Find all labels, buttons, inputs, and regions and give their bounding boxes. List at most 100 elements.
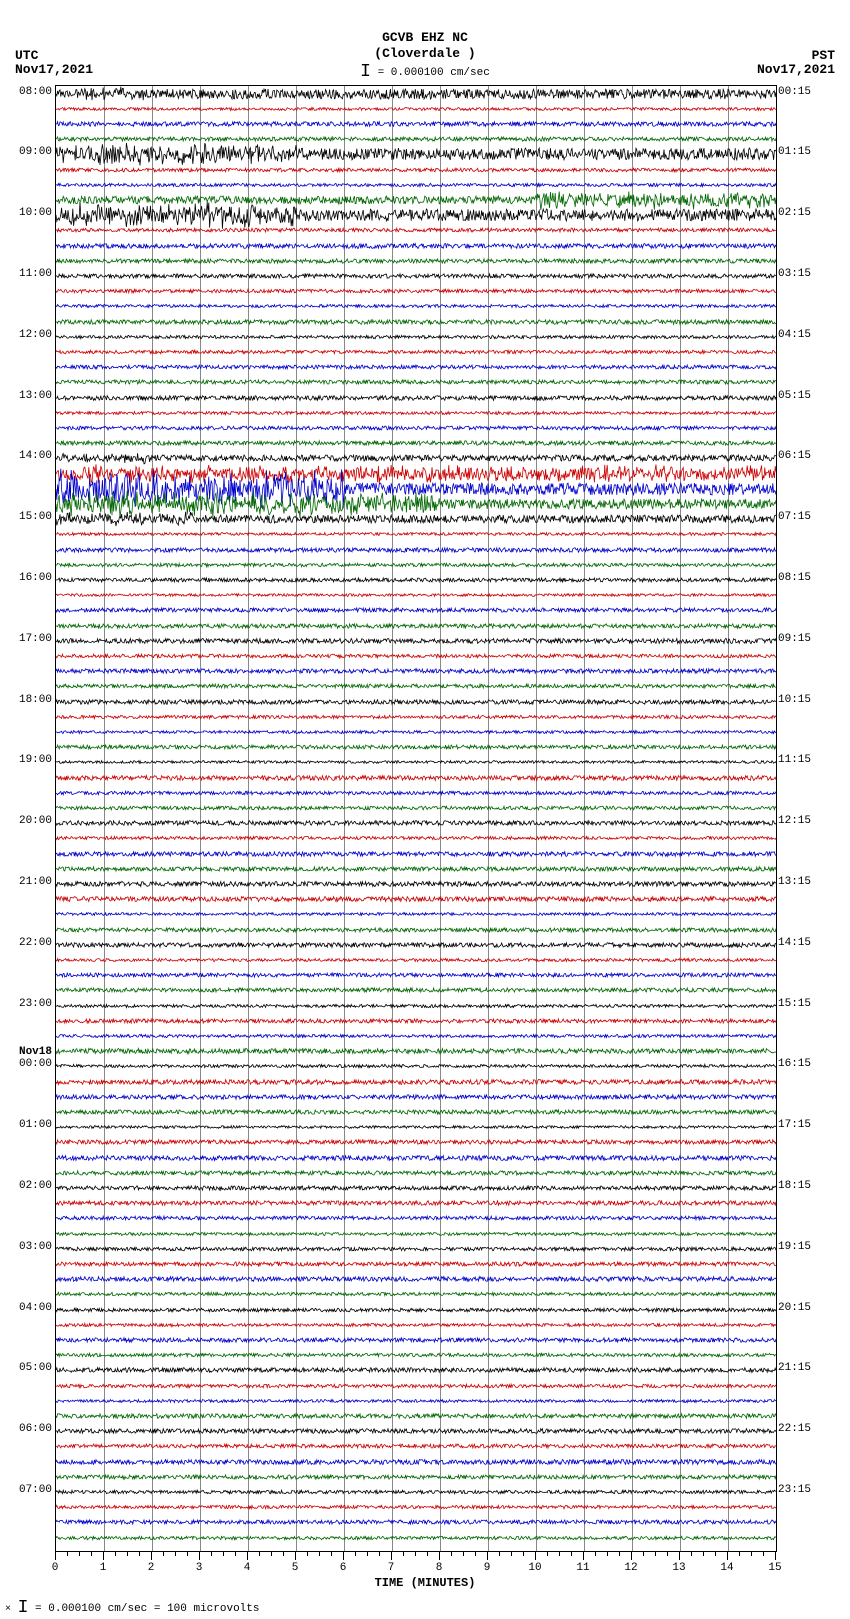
- seismic-trace: [56, 869, 776, 929]
- xtick-minor: [559, 1552, 560, 1556]
- right-time-label: 02:15: [778, 207, 811, 219]
- xtick-minor: [319, 1552, 320, 1556]
- xtick-major: [631, 1552, 632, 1560]
- xtick-minor: [91, 1552, 92, 1556]
- xtick-major: [151, 1552, 152, 1560]
- gridline-vertical: [488, 86, 489, 1551]
- xtick-label: 6: [340, 1562, 347, 1574]
- seismic-trace: [56, 672, 776, 732]
- xtick-label: 14: [720, 1562, 733, 1574]
- seismic-trace: [56, 1082, 776, 1142]
- xtick-minor: [271, 1552, 272, 1556]
- left-time-label: 17:00: [19, 633, 52, 645]
- xtick-major: [55, 1552, 56, 1560]
- footer-text: = 0.000100 cm/sec = 100 microvolts: [35, 1603, 259, 1615]
- right-time-label: 13:15: [778, 876, 811, 888]
- xtick-minor: [511, 1552, 512, 1556]
- seismic-trace: [56, 1249, 776, 1309]
- xtick-label: 12: [624, 1562, 637, 1574]
- xtick-minor: [643, 1552, 644, 1556]
- xtick-minor: [451, 1552, 452, 1556]
- xtick-minor: [463, 1552, 464, 1556]
- xtick-minor: [355, 1552, 356, 1556]
- seismic-trace: [56, 1462, 776, 1522]
- xtick-label: 8: [436, 1562, 443, 1574]
- seismic-trace: [56, 960, 776, 1020]
- seismic-trace: [56, 1188, 776, 1248]
- seismic-trace: [56, 808, 776, 868]
- seismic-trace: [56, 1432, 776, 1492]
- xaxis-label: TIME (MINUTES): [0, 1576, 850, 1590]
- xtick-minor: [79, 1552, 80, 1556]
- seismic-trace: [56, 140, 776, 200]
- seismic-trace: [56, 1416, 776, 1476]
- right-time-label: 08:15: [778, 572, 811, 584]
- seismic-trace: [56, 1310, 776, 1370]
- seismic-trace: [56, 1508, 776, 1552]
- seismic-trace: [56, 565, 776, 625]
- xtick-label: 1: [100, 1562, 107, 1574]
- gridline-vertical: [584, 86, 585, 1551]
- seismic-trace: [56, 580, 776, 640]
- seismic-trace: [56, 550, 776, 610]
- seismic-trace: [56, 1295, 776, 1355]
- seismic-trace: [56, 1067, 776, 1127]
- right-time-label: 12:15: [778, 815, 811, 827]
- xtick-minor: [619, 1552, 620, 1556]
- gridline-vertical: [200, 86, 201, 1551]
- xtick-minor: [379, 1552, 380, 1556]
- xtick-minor: [739, 1552, 740, 1556]
- seismic-trace: [56, 474, 776, 534]
- right-time-label: 20:15: [778, 1302, 811, 1314]
- left-time-label: 14:00: [19, 450, 52, 462]
- left-time-label: 11:00: [19, 268, 52, 280]
- xtick-minor: [307, 1552, 308, 1556]
- gridline-vertical: [152, 86, 153, 1551]
- xtick-label: 3: [196, 1562, 203, 1574]
- right-time-label: 22:15: [778, 1423, 811, 1435]
- left-time-label: 20:00: [19, 815, 52, 827]
- plot-area: [55, 85, 777, 1552]
- seismic-trace: [56, 1158, 776, 1218]
- right-time-label: 17:15: [778, 1119, 811, 1131]
- xtick-minor: [331, 1552, 332, 1556]
- seismic-trace: [56, 535, 776, 595]
- xtick-label: 4: [244, 1562, 251, 1574]
- seismic-trace: [56, 945, 776, 1005]
- seismic-trace: [56, 824, 776, 884]
- seismic-trace: [56, 1401, 776, 1461]
- seismic-trace: [56, 763, 776, 823]
- left-time-label: 07:00: [19, 1484, 52, 1496]
- left-time-label: 18:00: [19, 694, 52, 706]
- xtick-minor: [235, 1552, 236, 1556]
- seismic-trace: [56, 793, 776, 853]
- xtick-minor: [763, 1552, 764, 1556]
- right-time-label: 10:15: [778, 694, 811, 706]
- xtick-minor: [415, 1552, 416, 1556]
- seismic-trace: [56, 702, 776, 762]
- xtick-label: 0: [52, 1562, 59, 1574]
- seismic-trace: [56, 155, 776, 215]
- seismic-trace: [56, 930, 776, 990]
- left-time-label: 02:00: [19, 1180, 52, 1192]
- seismic-trace: [56, 398, 776, 458]
- seismic-trace: [56, 504, 776, 564]
- seismic-trace: [56, 748, 776, 808]
- seismic-trace: [56, 1021, 776, 1081]
- xtick-minor: [571, 1552, 572, 1556]
- xtick-minor: [703, 1552, 704, 1556]
- seismic-trace: [56, 85, 776, 139]
- right-time-label: 04:15: [778, 329, 811, 341]
- right-time-label: 06:15: [778, 450, 811, 462]
- seismic-trace: [56, 520, 776, 580]
- seismic-trace: [56, 1356, 776, 1416]
- footer-prefix: ×: [5, 1604, 11, 1615]
- seismic-trace: [56, 1143, 776, 1203]
- footer-bar-icon: I: [18, 1598, 29, 1618]
- xtick-major: [583, 1552, 584, 1560]
- seismic-trace: [56, 839, 776, 899]
- seismic-trace: [56, 292, 776, 352]
- station-location: (Cloverdale ): [0, 46, 850, 61]
- seismic-trace: [56, 1097, 776, 1157]
- seismic-trace: [56, 1173, 776, 1233]
